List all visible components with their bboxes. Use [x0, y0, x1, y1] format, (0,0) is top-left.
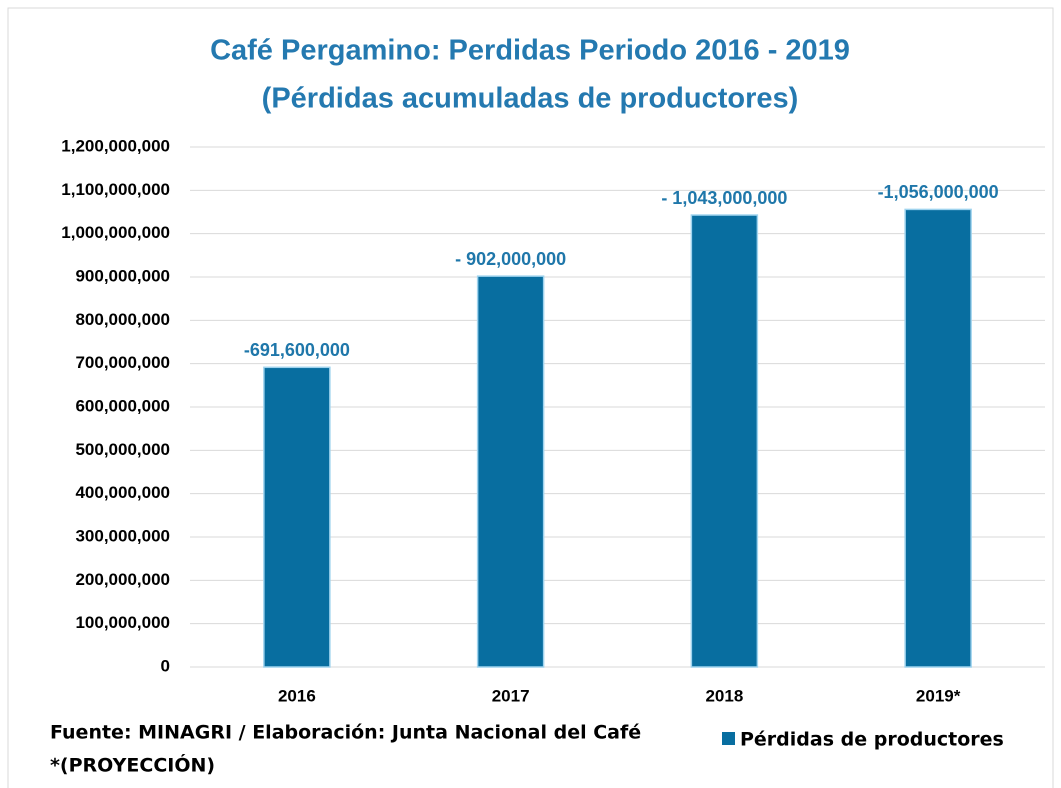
y-tick-label: 800,000,000 — [75, 310, 170, 329]
x-tick-label: 2018 — [705, 686, 743, 705]
x-tick-label: 2016 — [278, 686, 316, 705]
y-tick-label: 100,000,000 — [75, 613, 170, 632]
legend-swatch — [722, 732, 735, 745]
y-tick-label: 1,200,000,000 — [61, 136, 170, 155]
data-label: -1,056,000,000 — [878, 182, 999, 202]
x-tick-label: 2019* — [916, 686, 961, 705]
projection-note: *(PROYECCIÓN) — [50, 753, 215, 777]
y-tick-label: 1,100,000,000 — [61, 180, 170, 199]
bar — [476, 275, 545, 668]
y-tick-label: 0 — [161, 656, 170, 675]
legend-label: Pérdidas de productores — [740, 729, 1004, 751]
x-tick-label: 2017 — [492, 686, 530, 705]
y-tick-label: 900,000,000 — [75, 266, 170, 285]
data-label: - 1,043,000,000 — [661, 188, 787, 208]
bar — [263, 366, 331, 668]
source-note: Fuente: MINAGRI / Elaboración: Junta Nac… — [50, 722, 641, 744]
y-tick-label: 600,000,000 — [75, 396, 170, 415]
y-tick-label: 700,000,000 — [75, 353, 170, 372]
data-label: - 902,000,000 — [455, 249, 566, 269]
y-tick-label: 500,000,000 — [75, 440, 170, 459]
y-tick-label: 1,000,000,000 — [61, 223, 170, 242]
data-label: -691,600,000 — [244, 340, 350, 360]
chart-title: Café Pergamino: Perdidas Periodo 2016 - … — [210, 35, 850, 67]
y-tick-label: 300,000,000 — [75, 526, 170, 545]
y-tick-label: 400,000,000 — [75, 483, 170, 502]
y-tick-label: 200,000,000 — [75, 570, 170, 589]
bar — [904, 208, 972, 668]
chart-subtitle: (Pérdidas acumuladas de productores) — [262, 83, 799, 115]
bar — [690, 214, 759, 668]
